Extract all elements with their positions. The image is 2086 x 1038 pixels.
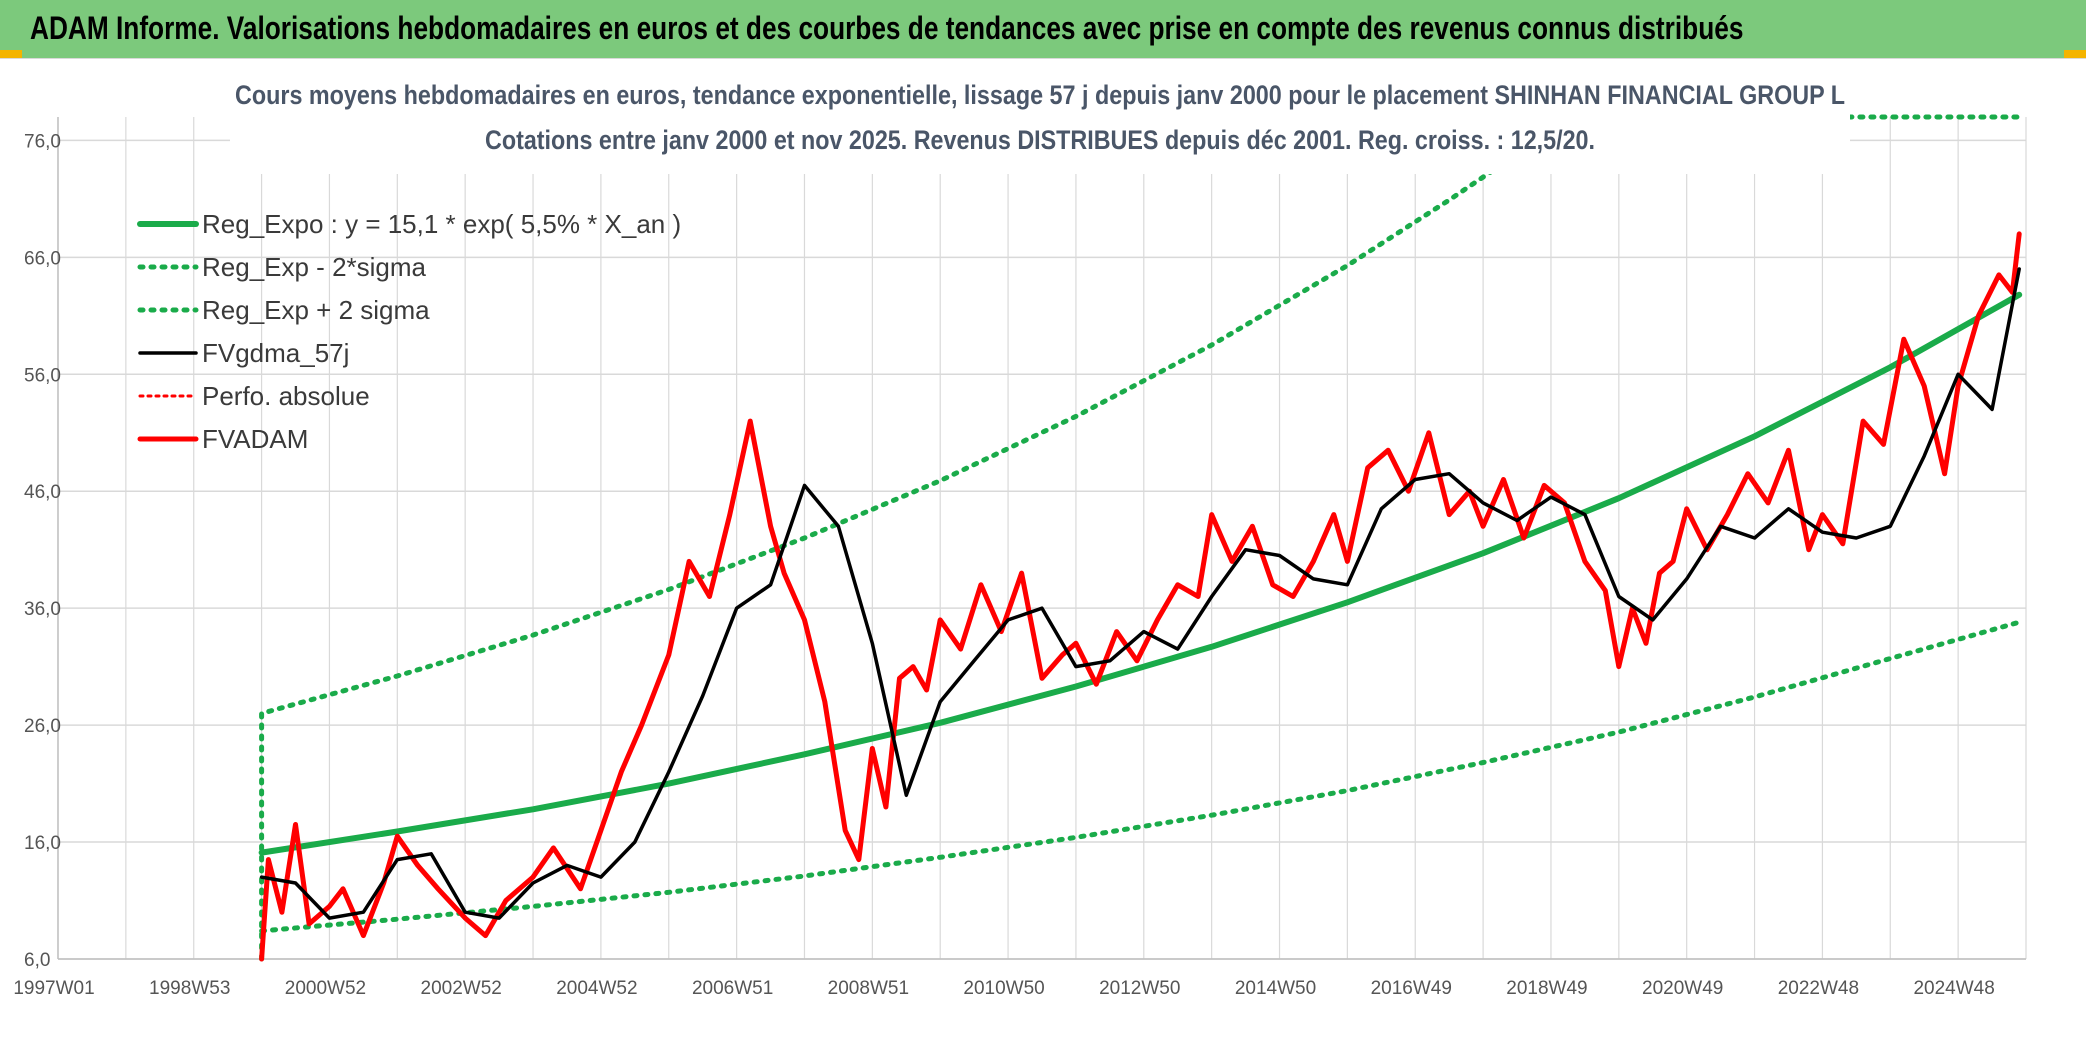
series-line-reg-expo-y-15-1-exp-5-5-x-an — [258, 291, 2023, 856]
series-lines — [258, 114, 2023, 962]
chart-subtitle: Cotations entre janv 2000 et nov 2025. R… — [485, 125, 1595, 155]
series-line-fvadam — [259, 231, 2022, 962]
y-tick-label: 26,0 — [24, 716, 61, 737]
legend-label: Reg_Exp + 2 sigma — [202, 295, 430, 325]
x-tick-label: 2018W49 — [1506, 978, 1587, 999]
series-line-fvgdma-57j — [259, 267, 2021, 920]
x-tick-label: 2016W49 — [1371, 978, 1452, 999]
y-tick-label: 36,0 — [24, 599, 61, 620]
page-title: ADAM Informe. Valorisations hebdomadaire… — [30, 10, 1744, 46]
x-tick-label: 2020W49 — [1642, 978, 1723, 999]
chart-area: Cours moyens hebdomadaires en euros, ten… — [0, 58, 2086, 1037]
title-background — [230, 64, 1850, 174]
x-tick-label: 2004W52 — [556, 978, 637, 999]
x-tick-label: 2008W51 — [828, 978, 909, 999]
legend: Reg_Expo : y = 15,1 * exp( 5,5% * X_an )… — [137, 209, 681, 454]
x-tick-label: 2002W52 — [421, 978, 502, 999]
axes — [57, 117, 2026, 960]
y-tick-label: 6,0 — [24, 950, 50, 971]
legend-label: FVgdma_57j — [202, 338, 349, 368]
y-tick-label: 56,0 — [24, 365, 61, 386]
legend-label: Reg_Expo : y = 15,1 * exp( 5,5% * X_an ) — [202, 209, 681, 239]
y-tick-label: 46,0 — [24, 482, 61, 503]
corner-accent-right — [2064, 50, 2086, 58]
legend-label: Perfo. absolue — [202, 381, 370, 411]
y-tick-label: 16,0 — [24, 833, 61, 854]
legend-label: Reg_Exp - 2*sigma — [202, 252, 427, 282]
x-tick-label: 2012W50 — [1099, 978, 1180, 999]
header-banner: ADAM Informe. Valorisations hebdomadaire… — [0, 0, 2086, 58]
x-tick-label: 2010W50 — [963, 978, 1044, 999]
x-tick-label: 1998W53 — [149, 978, 230, 999]
y-tick-label: 76,0 — [24, 131, 61, 152]
legend-label: FVADAM — [202, 424, 308, 454]
gridlines — [57, 117, 2027, 960]
x-tick-label: 2024W48 — [1913, 978, 1994, 999]
x-tick-label: 1997W01 — [13, 978, 94, 999]
series-line-reg-exp-2-sigma — [259, 114, 1588, 962]
x-tick-label: 2006W51 — [692, 978, 773, 999]
line-chart: Cours moyens hebdomadaires en euros, ten… — [13, 64, 2027, 999]
x-tick-label: 2022W48 — [1778, 978, 1859, 999]
axis-ticks: 6,0 16,0 26,0 36,0 46,0 56,0 66,0 76,0 1997W01 19… — [13, 131, 1994, 999]
x-tick-label: 2014W50 — [1235, 978, 1316, 999]
corner-accent-left — [0, 50, 22, 58]
chart-title: Cours moyens hebdomadaires en euros, ten… — [235, 80, 1845, 110]
x-tick-label: 2000W52 — [285, 978, 366, 999]
series-line-reg-exp-2-sigma — [259, 619, 2022, 934]
y-tick-label: 66,0 — [24, 248, 61, 269]
